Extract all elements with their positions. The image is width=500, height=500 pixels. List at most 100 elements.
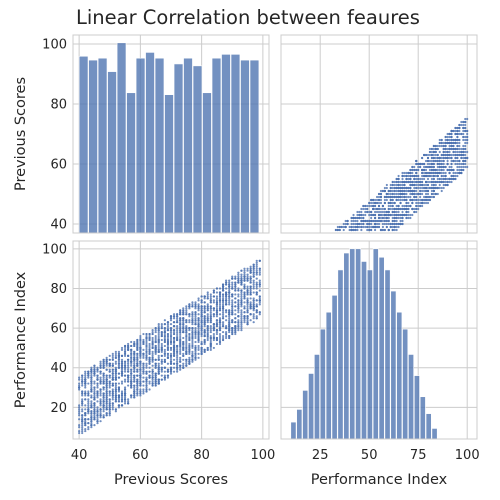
bl-point <box>93 386 96 389</box>
bl-point <box>145 348 148 351</box>
tr-point <box>450 156 453 160</box>
tr-point <box>424 201 428 205</box>
bl-point <box>142 364 145 367</box>
tr-point <box>466 117 469 121</box>
tr-point <box>430 171 434 175</box>
tr-point <box>405 189 408 193</box>
bl-point <box>234 293 237 296</box>
tr-point <box>466 165 469 169</box>
bl-point <box>203 332 206 336</box>
bl-point <box>237 287 240 290</box>
tr-point <box>428 165 432 169</box>
bl-point <box>145 338 148 342</box>
bl-point <box>252 297 255 300</box>
bl-point <box>123 374 127 377</box>
bl-point <box>87 404 90 407</box>
bl-point <box>154 352 157 355</box>
bl-point <box>197 327 200 330</box>
bl-point <box>179 330 182 334</box>
bl-point <box>133 386 136 389</box>
bl-point <box>258 313 261 316</box>
tr-point <box>446 135 449 139</box>
bl-point <box>93 424 96 427</box>
tr-point <box>401 222 404 226</box>
bl-point <box>243 293 246 296</box>
bl-point <box>249 277 252 280</box>
bl-point <box>237 321 240 324</box>
bl-point <box>243 319 246 322</box>
tr-point <box>356 213 359 217</box>
bl-point <box>218 340 222 344</box>
tr-point <box>411 174 414 178</box>
y-tick-label: 100 <box>42 242 67 257</box>
tr-point <box>430 177 434 181</box>
bl-point <box>84 382 87 385</box>
bl-point <box>133 340 136 344</box>
bl-point <box>246 309 249 312</box>
bl-point <box>157 332 160 336</box>
tr-point <box>426 174 430 178</box>
bl-point <box>176 348 179 351</box>
tr-point <box>460 168 463 172</box>
bl-point <box>78 386 81 389</box>
bl-point <box>176 317 179 320</box>
tr-point <box>415 186 418 190</box>
tr-point <box>395 189 398 193</box>
bl-point <box>130 348 133 351</box>
tr-point <box>364 204 367 208</box>
bl-point <box>139 352 142 355</box>
bl-point <box>231 309 234 312</box>
tr-point <box>438 168 441 172</box>
bl-point <box>215 295 219 298</box>
bl-point <box>179 364 182 367</box>
bl-point <box>81 382 84 385</box>
tr-point <box>377 198 381 202</box>
bl-point <box>179 368 182 371</box>
bl-point <box>169 372 173 375</box>
tr-point <box>364 210 367 214</box>
bl-point <box>154 346 157 350</box>
x-axis-label-performance-index: Performance Index <box>311 472 448 488</box>
bl-point <box>90 406 93 409</box>
bl-point <box>234 287 237 290</box>
bl-point <box>163 336 166 340</box>
br-panel-frame <box>280 240 478 440</box>
bl-point <box>246 285 249 288</box>
bl-point <box>157 342 160 346</box>
tr-point <box>389 189 392 193</box>
tr-point <box>370 198 373 202</box>
bl-point <box>237 327 240 330</box>
bl-point <box>133 342 136 346</box>
bl-point <box>203 340 206 344</box>
tr-point <box>379 210 383 214</box>
bl-point <box>252 315 255 318</box>
bl-point <box>81 404 84 407</box>
tr-point <box>460 150 463 154</box>
bl-point <box>197 338 200 342</box>
bl-point <box>252 265 255 268</box>
bl-point <box>145 350 148 353</box>
bl-point <box>200 299 203 302</box>
bl-point <box>154 330 157 334</box>
bl-point <box>111 388 114 391</box>
bl-point <box>130 382 133 385</box>
bl-point <box>87 390 90 393</box>
bl-point <box>120 358 124 361</box>
bl-point <box>194 336 197 340</box>
tr-point <box>456 162 459 166</box>
tr-point <box>422 195 426 199</box>
bl-point <box>203 315 206 318</box>
bl-point <box>108 408 111 411</box>
bl-point <box>191 330 194 334</box>
bl-point <box>136 346 139 350</box>
bl-point <box>191 352 194 355</box>
bl-point <box>221 334 225 338</box>
bl-point <box>111 372 114 375</box>
bl-point <box>87 372 90 375</box>
tr-point <box>450 129 453 133</box>
tr-point <box>334 228 337 232</box>
bl-point <box>228 293 231 296</box>
bl-point <box>142 388 145 391</box>
bl-point <box>240 275 243 278</box>
tr-point <box>464 123 467 127</box>
